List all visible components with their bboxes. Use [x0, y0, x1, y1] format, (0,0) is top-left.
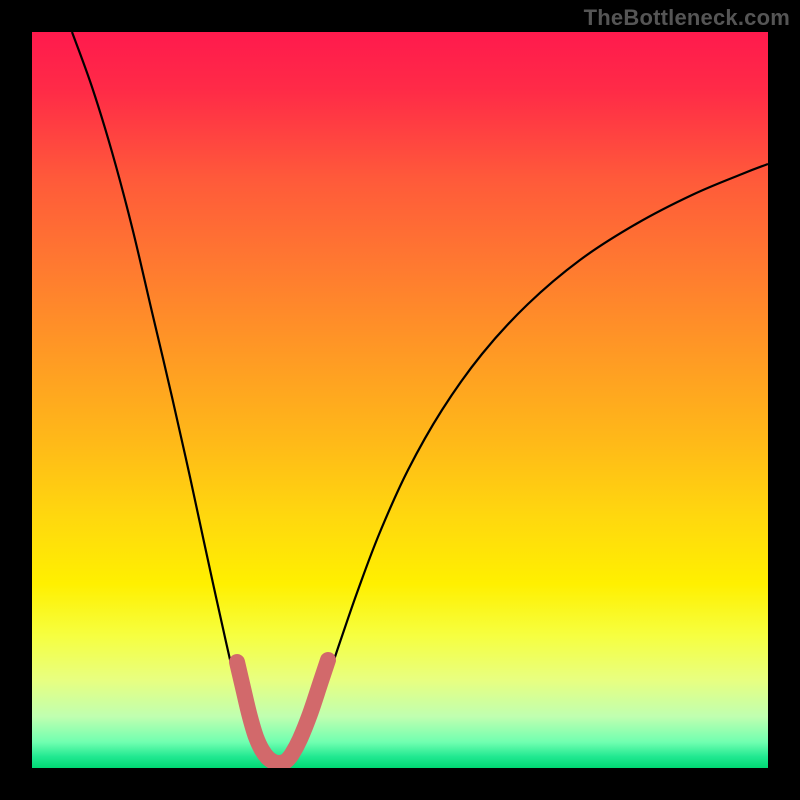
- bottleneck-curve: [72, 32, 768, 765]
- valley-marker: [237, 660, 328, 763]
- plot-area: [32, 32, 768, 768]
- chart-frame: TheBottleneck.com: [0, 0, 800, 800]
- watermark-label: TheBottleneck.com: [584, 5, 790, 31]
- curve-layer: [32, 32, 768, 768]
